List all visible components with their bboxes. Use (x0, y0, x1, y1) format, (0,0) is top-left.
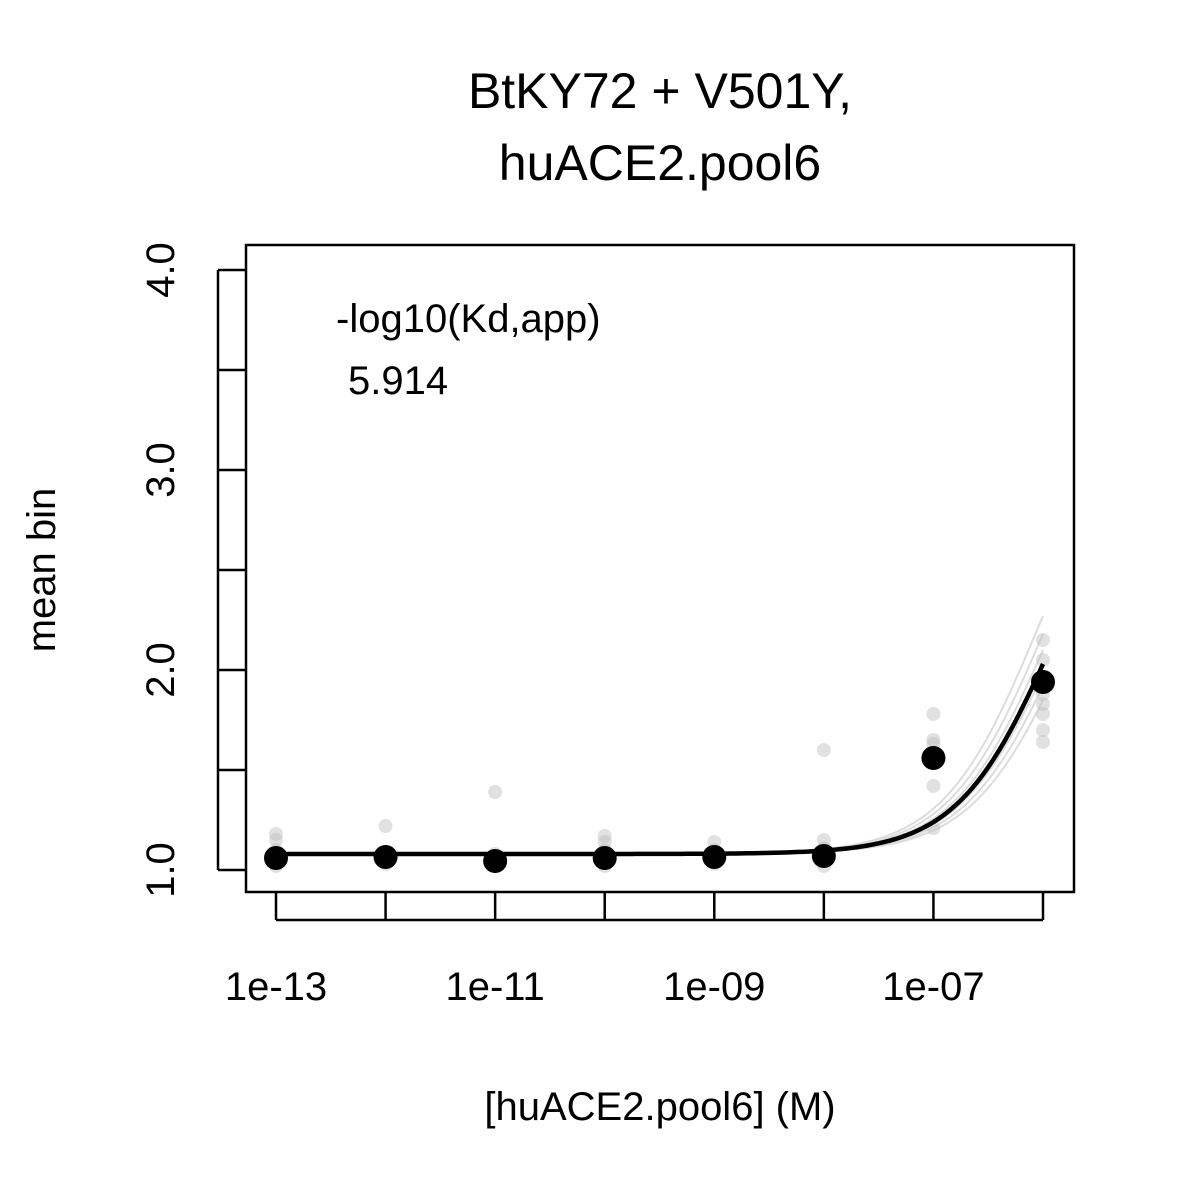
mean-point (483, 849, 508, 873)
mean-point (264, 846, 288, 870)
mean-points (264, 670, 1055, 873)
y-axis: 1.0 2.0 3.0 4.0 (139, 242, 246, 898)
x-tick-label: 1e-07 (882, 965, 984, 1009)
x-axis: 1e-13 1e-11 1e-09 1e-07 (225, 892, 1045, 1009)
y-tick-label: 4.0 (139, 242, 183, 298)
replicate-point (816, 833, 831, 847)
y-axis-title: mean bin (20, 488, 64, 653)
replicate-point (269, 827, 283, 841)
mean-fit-curve (276, 663, 1046, 857)
replicate-point (926, 707, 941, 721)
replicate-point (1036, 723, 1050, 737)
replicate-point (816, 743, 831, 757)
mean-point (1031, 670, 1055, 694)
replicate-point (1036, 697, 1050, 711)
replicate-point (1036, 735, 1050, 749)
chart-title-line1: BtKY72 + V501Y, (468, 63, 852, 119)
replicate-point (926, 779, 941, 793)
replicate-fit-curves (276, 615, 1044, 855)
replicate-point (378, 819, 393, 833)
mean-point (373, 845, 398, 869)
mean-point (921, 746, 946, 770)
replicate-point (1036, 633, 1050, 647)
x-axis-title: [huACE2.pool6] (M) (484, 1085, 835, 1129)
mean-point (592, 846, 617, 870)
replicate-point (926, 733, 941, 747)
replicate-point (269, 833, 283, 847)
y-tick-label: 1.0 (139, 842, 183, 898)
y-tick-label: 2.0 (139, 642, 183, 698)
kd-annotation-label: -log10(Kd,app) (336, 297, 601, 341)
replicate-point (488, 785, 503, 799)
plot-frame (244, 243, 1076, 894)
replicate-point (597, 829, 612, 843)
y-tick-label: 3.0 (139, 442, 183, 498)
replicate-point (1036, 707, 1050, 721)
kd-annotation-value: 5.914 (348, 359, 448, 403)
mean-point (811, 844, 836, 868)
replicate-point (597, 835, 612, 849)
x-tick-label: 1e-11 (445, 965, 544, 1009)
replicate-point (1036, 653, 1050, 667)
x-tick-label: 1e-13 (225, 965, 327, 1009)
replicate-point (707, 835, 722, 849)
x-tick-label: 1e-09 (663, 965, 765, 1009)
mean-point (702, 845, 727, 869)
chart-title-line2: huACE2.pool6 (499, 135, 821, 191)
mean-fit-line (276, 663, 1046, 857)
